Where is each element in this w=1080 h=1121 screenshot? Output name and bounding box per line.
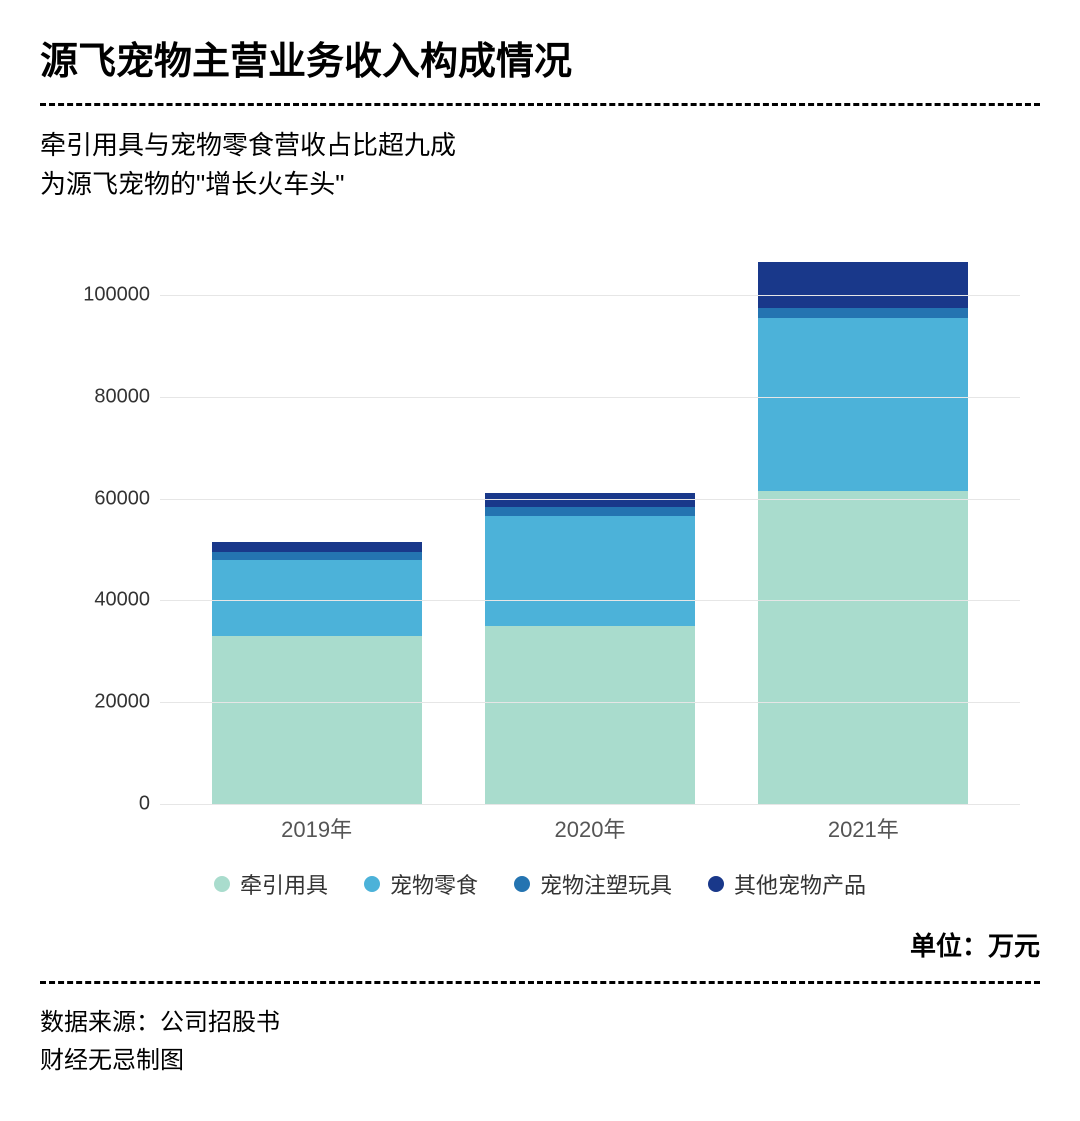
y-tick-label: 20000 — [50, 691, 150, 714]
y-tick-label: 100000 — [50, 283, 150, 306]
y-tick-label: 80000 — [50, 385, 150, 408]
gridline — [160, 295, 1020, 296]
x-tick-label: 2019年 — [212, 812, 422, 844]
gridline — [160, 702, 1020, 703]
legend-label: 宠物注塑玩具 — [540, 868, 672, 900]
bars-container — [160, 244, 1020, 804]
legend-item: 其他宠物产品 — [708, 868, 866, 900]
bar-group — [212, 542, 422, 804]
bar-group — [485, 493, 695, 804]
divider-bottom — [40, 981, 1040, 984]
source-line-2: 财经无忌制图 — [40, 1042, 1040, 1080]
bar-segment — [758, 491, 968, 804]
legend-swatch — [214, 876, 230, 892]
legend-label: 牵引用具 — [240, 868, 328, 900]
legend: 牵引用具 宠物零食 宠物注塑玩具 其他宠物产品 — [40, 868, 1040, 900]
subtitle-line-1: 牵引用具与宠物零食营收占比超九成 — [40, 126, 1040, 165]
legend-swatch — [364, 876, 380, 892]
bar-segment — [212, 560, 422, 636]
footer: 数据来源：公司招股书 财经无忌制图 — [40, 1004, 1040, 1081]
legend-label: 其他宠物产品 — [734, 868, 866, 900]
divider-top — [40, 103, 1040, 106]
plot-area — [160, 244, 1020, 804]
subtitle-line-2: 为源飞宠物的"增长火车头" — [40, 165, 1040, 204]
bar-segment — [212, 636, 422, 804]
revenue-chart: 020000400006000080000100000 2019年2020年20… — [40, 244, 1040, 864]
legend-item: 牵引用具 — [214, 868, 328, 900]
bar-group — [758, 262, 968, 804]
subtitle: 牵引用具与宠物零食营收占比超九成 为源飞宠物的"增长火车头" — [40, 126, 1040, 204]
bar-segment — [758, 318, 968, 491]
bar-segment — [212, 542, 422, 552]
gridline — [160, 397, 1020, 398]
gridline — [160, 499, 1020, 500]
y-tick-label: 60000 — [50, 487, 150, 510]
gridline — [160, 600, 1020, 601]
x-tick-label: 2020年 — [485, 812, 695, 844]
x-tick-label: 2021年 — [758, 812, 968, 844]
legend-item: 宠物零食 — [364, 868, 478, 900]
y-tick-label: 40000 — [50, 589, 150, 612]
bar-segment — [485, 626, 695, 804]
legend-item: 宠物注塑玩具 — [514, 868, 672, 900]
bar-segment — [758, 308, 968, 318]
unit-label: 单位：万元 — [40, 926, 1040, 963]
bar-segment — [485, 493, 695, 507]
y-tick-label: 0 — [50, 793, 150, 816]
legend-label: 宠物零食 — [390, 868, 478, 900]
page-title: 源飞宠物主营业务收入构成情况 — [40, 30, 1040, 85]
source-line-1: 数据来源：公司招股书 — [40, 1004, 1040, 1042]
y-axis: 020000400006000080000100000 — [40, 244, 160, 804]
bar-segment — [212, 552, 422, 560]
legend-swatch — [708, 876, 724, 892]
legend-swatch — [514, 876, 530, 892]
bar-segment — [485, 507, 695, 516]
x-axis: 2019年 2020年 2021年 — [160, 804, 1020, 844]
bar-segment — [758, 262, 968, 308]
bar-segment — [485, 516, 695, 625]
